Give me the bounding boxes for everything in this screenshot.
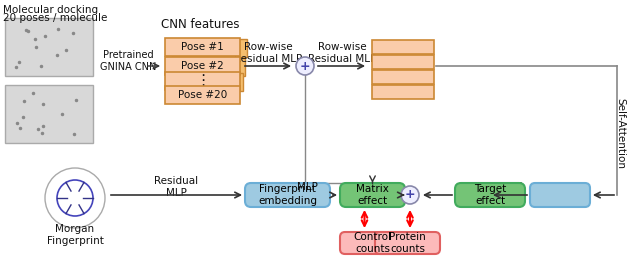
FancyBboxPatch shape xyxy=(165,57,240,75)
FancyBboxPatch shape xyxy=(5,18,93,76)
FancyBboxPatch shape xyxy=(372,40,434,54)
Text: Control
counts: Control counts xyxy=(353,232,392,254)
Text: Pretrained
GNINA CNN: Pretrained GNINA CNN xyxy=(100,50,156,72)
Text: Molecular docking: Molecular docking xyxy=(3,5,98,15)
FancyBboxPatch shape xyxy=(372,70,434,84)
FancyBboxPatch shape xyxy=(340,183,405,207)
Text: Target
effect: Target effect xyxy=(474,184,506,206)
Text: +: + xyxy=(404,189,415,202)
Text: Protein
counts: Protein counts xyxy=(389,232,426,254)
Text: Fingerprint
embedding: Fingerprint embedding xyxy=(258,184,317,206)
Text: CNN features: CNN features xyxy=(161,18,239,32)
FancyBboxPatch shape xyxy=(530,183,590,207)
FancyBboxPatch shape xyxy=(165,38,240,56)
FancyBboxPatch shape xyxy=(165,72,240,90)
FancyBboxPatch shape xyxy=(165,86,240,104)
Text: Pose #2: Pose #2 xyxy=(181,61,224,71)
FancyBboxPatch shape xyxy=(340,232,405,254)
Text: Residual
MLP: Residual MLP xyxy=(154,176,198,198)
Circle shape xyxy=(45,168,105,228)
FancyBboxPatch shape xyxy=(5,85,93,143)
FancyBboxPatch shape xyxy=(168,73,243,91)
Circle shape xyxy=(401,186,419,204)
Text: +: + xyxy=(300,60,310,73)
Text: 20 poses / molecule: 20 poses / molecule xyxy=(3,13,108,23)
Text: Self-Attention: Self-Attention xyxy=(615,97,625,168)
FancyBboxPatch shape xyxy=(372,85,434,99)
FancyBboxPatch shape xyxy=(245,183,330,207)
Text: MLP: MLP xyxy=(296,182,317,192)
FancyBboxPatch shape xyxy=(172,39,247,57)
Circle shape xyxy=(296,57,314,75)
FancyBboxPatch shape xyxy=(372,55,434,69)
Text: Row-wise
Residual MLP: Row-wise Residual MLP xyxy=(308,42,376,64)
Text: Pose #1: Pose #1 xyxy=(181,42,224,52)
FancyBboxPatch shape xyxy=(170,58,245,76)
Text: ⋮: ⋮ xyxy=(195,73,210,88)
Text: Morgan
Fingerprint: Morgan Fingerprint xyxy=(47,224,104,246)
FancyBboxPatch shape xyxy=(455,183,525,207)
Text: Pose #20: Pose #20 xyxy=(178,90,227,100)
Text: MLP: MLP xyxy=(502,182,522,192)
Text: Row-wise
Residual MLP: Row-wise Residual MLP xyxy=(234,42,302,64)
FancyBboxPatch shape xyxy=(375,232,440,254)
Text: Matrix
effect: Matrix effect xyxy=(356,184,389,206)
